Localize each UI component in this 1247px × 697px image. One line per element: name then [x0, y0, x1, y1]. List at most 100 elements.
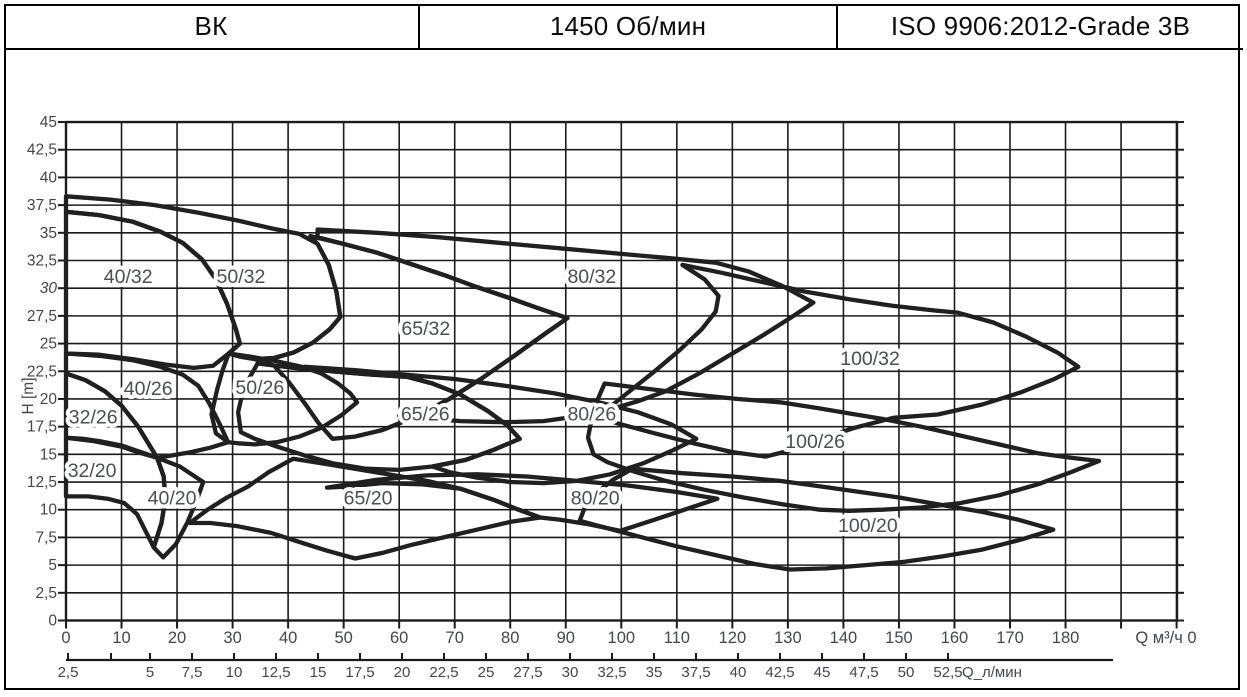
- svg-text:150: 150: [885, 629, 913, 647]
- svg-text:22,5: 22,5: [27, 363, 57, 380]
- envelope-100-32: [596, 262, 1081, 459]
- svg-text:20: 20: [40, 391, 58, 408]
- label-100-26: 100/26: [785, 431, 845, 453]
- envelope-80-32: [315, 227, 816, 425]
- grid: [64, 120, 1179, 622]
- secondary-x-axis: 2,5 5 7,5 10 12,5 15 17,5 20 22,5 25 27,5 30 32,5 35 3…: [58, 653, 1113, 681]
- envelope-100-20: [577, 466, 1056, 572]
- svg-text:40: 40: [730, 664, 747, 681]
- svg-text:37,5: 37,5: [681, 664, 710, 681]
- envelope-80-26: [302, 364, 699, 486]
- svg-text:80: 80: [501, 629, 519, 647]
- svg-text:180: 180: [1052, 629, 1080, 647]
- svg-text:30: 30: [40, 280, 58, 297]
- svg-text:20: 20: [394, 664, 411, 681]
- label-65-20: 65/20: [344, 488, 393, 510]
- label-50-32: 50/32: [217, 266, 266, 288]
- svg-text:60: 60: [390, 629, 408, 647]
- svg-text:10: 10: [40, 502, 58, 519]
- svg-text:10: 10: [112, 629, 130, 647]
- svg-text:90: 90: [557, 629, 575, 647]
- svg-text:10: 10: [226, 664, 243, 681]
- label-65-32: 65/32: [401, 318, 450, 340]
- title-bar: ВК 1450 Об/мин ISO 9906:2012-Grade 3B: [4, 4, 1243, 50]
- svg-text:5: 5: [48, 557, 57, 574]
- svg-text:50: 50: [334, 629, 352, 647]
- svg-text:140: 140: [830, 629, 858, 647]
- svg-text:42,5: 42,5: [27, 142, 57, 159]
- label-65-26: 65/26: [401, 403, 450, 425]
- envelope-40-20: [151, 455, 206, 560]
- svg-text:170: 170: [996, 629, 1024, 647]
- axis-ticks: [58, 121, 1184, 629]
- svg-text:30: 30: [562, 664, 579, 681]
- svg-text:130: 130: [774, 629, 802, 647]
- svg-text:160: 160: [941, 629, 969, 647]
- pump-envelopes: [63, 194, 1102, 572]
- y-axis-title: H [m]: [20, 377, 37, 414]
- svg-text:42,5: 42,5: [765, 664, 794, 681]
- label-80-20: 80/20: [571, 488, 620, 510]
- envelope-65-20: [187, 456, 543, 561]
- svg-text:15: 15: [310, 664, 327, 681]
- svg-text:120: 120: [719, 629, 747, 647]
- svg-text:35: 35: [646, 664, 663, 681]
- svg-text:40: 40: [279, 629, 297, 647]
- secondary-x-axis-title: Q_л/мин: [962, 664, 1022, 681]
- envelope-100-26: [585, 381, 1102, 513]
- svg-text:12,5: 12,5: [27, 474, 57, 491]
- label-80-32: 80/32: [567, 266, 616, 288]
- label-100-20: 100/20: [838, 515, 898, 537]
- svg-text:22,5: 22,5: [429, 664, 458, 681]
- pump-series-title: ВК: [4, 4, 420, 48]
- svg-text:70: 70: [446, 629, 464, 647]
- svg-text:2,5: 2,5: [58, 664, 79, 681]
- svg-text:110: 110: [664, 629, 690, 647]
- svg-text:45: 45: [40, 114, 57, 131]
- envelope-40-32: [63, 209, 242, 371]
- x-axis-tick-labels: 0 10 20 30 40 50 60 70 80 90 100 110 120 130 140 150 160…: [61, 629, 1079, 647]
- label-80-26: 80/26: [567, 403, 616, 425]
- svg-text:0: 0: [48, 613, 57, 630]
- rotation-speed: 1450 Об/мин: [420, 4, 838, 48]
- label-40-32: 40/32: [104, 266, 153, 288]
- x-axis-title: Q м³/ч 0: [1135, 629, 1196, 647]
- svg-text:27,5: 27,5: [27, 308, 57, 325]
- envelope-80-20: [324, 472, 720, 533]
- svg-text:47,5: 47,5: [849, 664, 878, 681]
- svg-text:45: 45: [814, 664, 831, 681]
- svg-text:40: 40: [40, 169, 58, 186]
- label-50-26: 50/26: [235, 377, 284, 399]
- svg-text:7,5: 7,5: [35, 529, 57, 546]
- label-40-20: 40/20: [148, 488, 197, 510]
- svg-text:35: 35: [40, 225, 57, 242]
- svg-text:5: 5: [146, 664, 154, 681]
- y-axis-tick-labels: 0 2,5 5 7,5 10 12,5 15 17,5 20 22,5 25 27,5 30 32,5 35…: [27, 114, 58, 629]
- svg-text:0: 0: [61, 629, 70, 647]
- pump-envelope-labels: 40/32 50/32 65/32 80/32 100/32 32/26 40/26 50/2…: [64, 262, 904, 541]
- svg-text:30: 30: [223, 629, 241, 647]
- svg-text:25: 25: [40, 336, 57, 353]
- svg-text:17,5: 17,5: [345, 664, 374, 681]
- label-100-32: 100/32: [840, 348, 900, 370]
- svg-text:52,5: 52,5: [933, 664, 962, 681]
- svg-text:27,5: 27,5: [513, 664, 542, 681]
- label-32-26: 32/26: [69, 407, 118, 429]
- svg-text:20: 20: [168, 629, 186, 647]
- svg-text:7,5: 7,5: [182, 664, 203, 681]
- svg-text:100: 100: [608, 629, 636, 647]
- svg-text:12,5: 12,5: [261, 664, 290, 681]
- svg-text:2,5: 2,5: [35, 585, 57, 602]
- label-32-20: 32/20: [68, 460, 117, 482]
- svg-text:17,5: 17,5: [27, 419, 57, 436]
- svg-text:32,5: 32,5: [27, 252, 57, 269]
- svg-text:32,5: 32,5: [597, 664, 626, 681]
- svg-text:15: 15: [40, 446, 57, 463]
- svg-text:25: 25: [478, 664, 495, 681]
- svg-text:50: 50: [898, 664, 915, 681]
- svg-text:37,5: 37,5: [27, 197, 57, 214]
- label-40-26: 40/26: [124, 378, 173, 400]
- envelope-40-26: [63, 351, 231, 460]
- iso-standard: ISO 9906:2012-Grade 3B: [890, 10, 1191, 41]
